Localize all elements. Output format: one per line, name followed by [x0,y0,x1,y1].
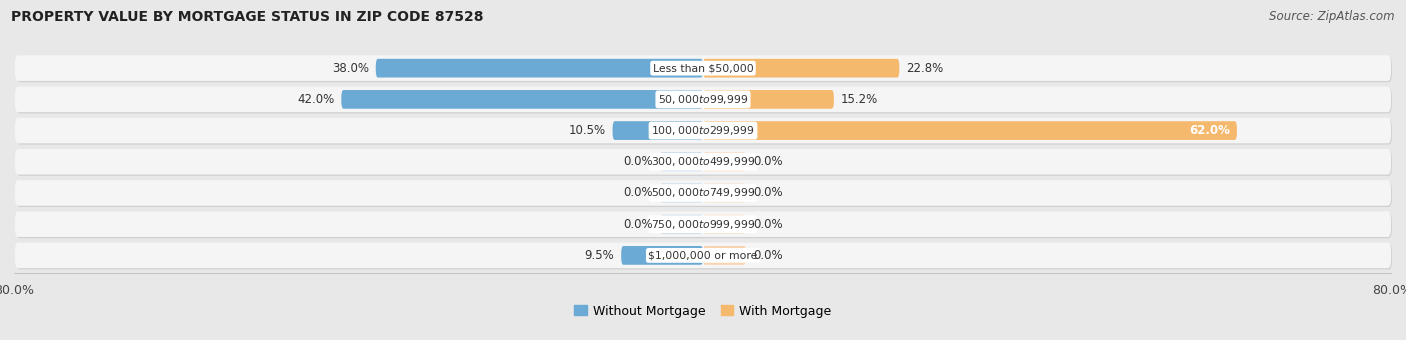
Text: 0.0%: 0.0% [754,218,783,231]
FancyBboxPatch shape [15,211,1391,237]
FancyBboxPatch shape [15,118,1391,143]
Text: $100,000 to $299,999: $100,000 to $299,999 [651,124,755,137]
FancyBboxPatch shape [703,184,747,202]
FancyBboxPatch shape [703,121,1237,140]
FancyBboxPatch shape [15,243,1391,268]
FancyBboxPatch shape [17,182,1392,207]
FancyBboxPatch shape [659,152,703,171]
FancyBboxPatch shape [659,184,703,202]
Text: $1,000,000 or more: $1,000,000 or more [648,250,758,260]
FancyBboxPatch shape [613,121,703,140]
Text: 15.2%: 15.2% [841,93,877,106]
FancyBboxPatch shape [15,55,1391,81]
FancyBboxPatch shape [15,149,1391,174]
Text: Source: ZipAtlas.com: Source: ZipAtlas.com [1270,10,1395,23]
Legend: Without Mortgage, With Mortgage: Without Mortgage, With Mortgage [569,300,837,323]
Text: 0.0%: 0.0% [754,186,783,200]
Text: 0.0%: 0.0% [754,249,783,262]
FancyBboxPatch shape [17,88,1392,114]
Text: $750,000 to $999,999: $750,000 to $999,999 [651,218,755,231]
Text: 0.0%: 0.0% [623,218,652,231]
FancyBboxPatch shape [375,59,703,78]
Text: 9.5%: 9.5% [585,249,614,262]
FancyBboxPatch shape [703,59,900,78]
FancyBboxPatch shape [15,87,1391,112]
Text: 0.0%: 0.0% [623,155,652,168]
Text: $50,000 to $99,999: $50,000 to $99,999 [658,93,748,106]
Text: 62.0%: 62.0% [1189,124,1230,137]
Text: 42.0%: 42.0% [297,93,335,106]
Text: 10.5%: 10.5% [568,124,606,137]
Text: $300,000 to $499,999: $300,000 to $499,999 [651,155,755,168]
FancyBboxPatch shape [17,57,1392,82]
Text: PROPERTY VALUE BY MORTGAGE STATUS IN ZIP CODE 87528: PROPERTY VALUE BY MORTGAGE STATUS IN ZIP… [11,10,484,24]
Text: 0.0%: 0.0% [754,155,783,168]
FancyBboxPatch shape [17,244,1392,269]
Text: 0.0%: 0.0% [623,186,652,200]
FancyBboxPatch shape [15,180,1391,206]
FancyBboxPatch shape [17,212,1392,238]
Text: 38.0%: 38.0% [332,62,368,75]
FancyBboxPatch shape [703,152,747,171]
FancyBboxPatch shape [17,150,1392,176]
FancyBboxPatch shape [659,215,703,234]
Text: $500,000 to $749,999: $500,000 to $749,999 [651,186,755,200]
Text: 22.8%: 22.8% [907,62,943,75]
FancyBboxPatch shape [703,246,747,265]
FancyBboxPatch shape [342,90,703,109]
Text: Less than $50,000: Less than $50,000 [652,63,754,73]
FancyBboxPatch shape [621,246,703,265]
FancyBboxPatch shape [17,119,1392,144]
FancyBboxPatch shape [703,90,834,109]
FancyBboxPatch shape [703,215,747,234]
